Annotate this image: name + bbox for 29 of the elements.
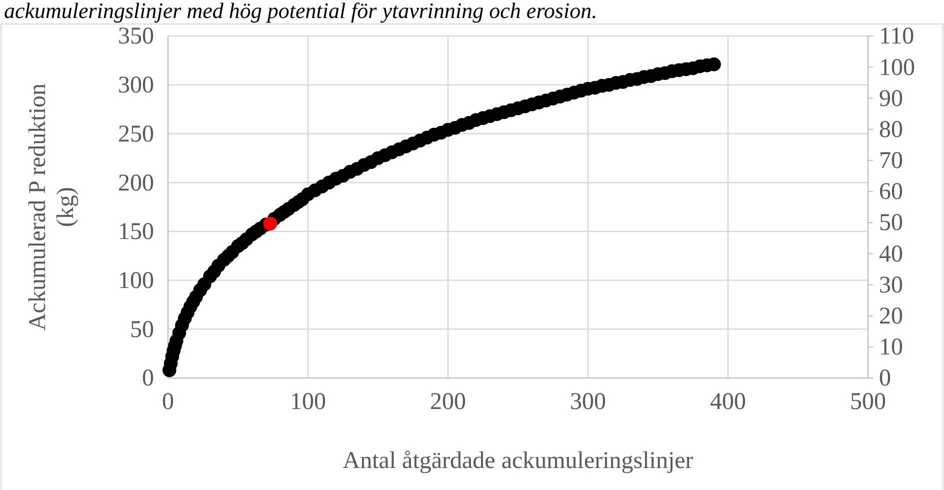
y2-tick-label: 50 — [879, 210, 903, 236]
y2-tick-label: 60 — [879, 179, 903, 206]
y2-tick-label: 20 — [879, 304, 903, 330]
y2-tick-label: 110 — [879, 24, 914, 50]
y2-tick-label: 10 — [879, 334, 903, 361]
x-tick-label: 0 — [162, 389, 174, 416]
y2-tick-label: 40 — [879, 241, 903, 268]
y-tick-label: 250 — [118, 121, 154, 148]
y2-tick-label: 0 — [879, 366, 891, 392]
x-tick-label: 400 — [710, 389, 746, 416]
y-tick-label: 50 — [130, 316, 154, 343]
x-axis-title: Antal åtgärdade ackumuleringslinjer — [342, 448, 694, 474]
x-tick-label: 300 — [570, 389, 606, 416]
x-tick-label: 100 — [290, 389, 326, 416]
y2-tick-label: 90 — [879, 86, 903, 112]
y2-tick-label: 30 — [879, 272, 903, 298]
y-tick-label: 200 — [118, 170, 154, 196]
y2-tick-label: 100 — [879, 54, 915, 81]
y-tick-label: 300 — [118, 72, 154, 99]
y-axis-title: Ackumulerad P reduktion (kg) — [25, 83, 79, 331]
y-tick-label: 350 — [118, 24, 154, 50]
y2-tick-label: 80 — [879, 116, 903, 143]
y-tick-label: 0 — [142, 366, 154, 392]
y-tick-label: 150 — [118, 219, 154, 246]
y-tick-label: 100 — [118, 268, 154, 294]
y2-tick-label: 70 — [879, 148, 903, 174]
x-tick-label: 200 — [430, 389, 466, 416]
x-tick-label: 500 — [850, 389, 886, 416]
chart-title: ackumuleringslinjer med hög potential för ytavrinning och erosion. — [4, 0, 598, 23]
